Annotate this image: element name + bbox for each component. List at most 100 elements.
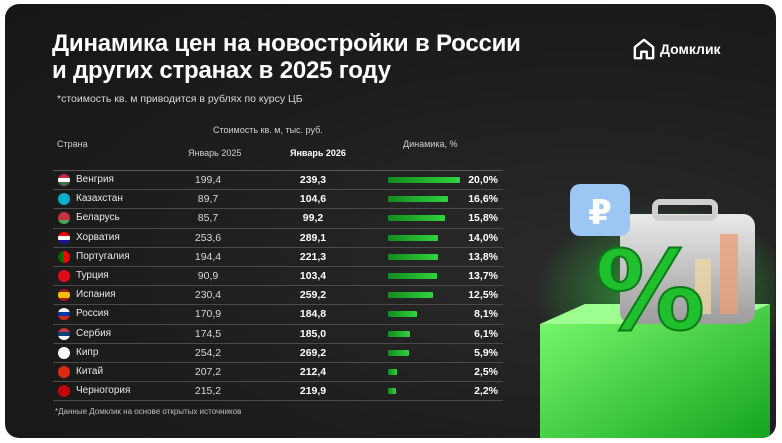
table-row: Китай 207,2 212,4 2,5%: [53, 363, 503, 383]
header-country: Страна: [57, 139, 88, 149]
country-name: Сербия: [76, 327, 112, 339]
table-row: Сербия 174,5 185,0 6,1%: [53, 325, 503, 344]
price-jan2026: 99,2: [302, 212, 324, 225]
country-flag-icon: [58, 250, 70, 263]
country-flag-icon: [58, 193, 70, 206]
country-name: Турция: [76, 269, 109, 281]
dynamics-bar: [388, 215, 445, 222]
chart-column: [720, 234, 738, 314]
table-row: Португалия 194,4 221,3 13,8%: [53, 248, 503, 267]
country-flag-icon: [58, 327, 70, 340]
price-jan2026: 239,3: [299, 174, 327, 186]
subtitle: *стоимость кв. м приводится в рублях по …: [57, 93, 303, 105]
country-name: Беларусь: [76, 212, 120, 224]
dynamics-bar: [388, 292, 433, 299]
table-row: Россия 170,9 184,8 8,1%: [53, 305, 503, 325]
dynamics-bar: [388, 388, 396, 395]
price-jan2025: 207,2: [194, 365, 222, 378]
dynamics-bar: [388, 349, 410, 356]
country-flag-icon: [58, 269, 70, 282]
price-jan2026: 269,2: [299, 346, 327, 359]
dynamics-bar: [388, 272, 438, 279]
footnote: *Данные Домклик на основе открытых источ…: [55, 407, 242, 416]
dynamics-value: 8,1%: [474, 308, 498, 321]
price-jan2025: 194,4: [194, 250, 222, 263]
table-row: Испания 230,4 259,2 12,5%: [53, 286, 503, 306]
header-price-group: Стоимость кв. м, тыс. руб.: [213, 125, 323, 135]
dynamics-value: 6,1%: [474, 327, 498, 340]
price-jan2025: 215,2: [194, 385, 222, 398]
dynamics-value: 5,9%: [474, 346, 498, 359]
dynamics-bar: [388, 311, 418, 318]
title-line-1: Динамика цен на новостройки в России: [52, 30, 521, 57]
dynamics-bar: [388, 196, 448, 203]
country-name: Испания: [76, 289, 116, 301]
price-jan2025: 174,5: [194, 327, 222, 340]
country-name: Португалия: [76, 250, 130, 262]
table-row: Кипр 254,2 269,2 5,9%: [53, 344, 503, 363]
logo-text: Домклик: [660, 41, 721, 57]
dynamics-bar: [388, 234, 439, 241]
country-flag-icon: [58, 174, 70, 186]
price-jan2026: 212,4: [299, 365, 327, 378]
price-jan2025: 230,4: [194, 289, 222, 302]
dynamics-bar: [388, 330, 410, 337]
country-name: Кипр: [76, 346, 99, 358]
dynamics-value: 2,5%: [474, 365, 498, 378]
ruble-badge: [570, 184, 630, 236]
table-row: Венгрия 199,4 239,3 20,0%: [53, 170, 503, 191]
price-jan2025: 253,6: [194, 231, 222, 244]
dynamics-value: 14,0%: [468, 231, 498, 244]
briefcase-handle: [652, 199, 718, 221]
dynamics-value: 16,6%: [468, 193, 498, 206]
page-title: Динамика цен на новостройки в России и д…: [52, 30, 592, 84]
ruble-sign-icon: ₽: [588, 193, 612, 233]
country-name: Венгрия: [76, 174, 114, 185]
table-row: Черногория 215,2 219,9 2,2%: [53, 382, 503, 402]
table-row: Хорватия 253,6 289,1 14,0%: [53, 229, 503, 248]
price-jan2025: 85,7: [197, 212, 219, 225]
country-name: Черногория: [76, 385, 131, 397]
price-jan2026: 185,0: [299, 327, 327, 340]
price-jan2025: 170,9: [194, 308, 222, 321]
price-jan2026: 103,4: [299, 269, 327, 282]
dynamics-value: 13,8%: [468, 250, 498, 263]
dynamics-bar: [388, 368, 397, 375]
dynamics-value: 13,7%: [468, 269, 498, 282]
title-line-2: и других странах в 2025 году: [52, 57, 391, 84]
chart-column-small: [695, 259, 711, 314]
price-jan2025: 199,4: [194, 174, 222, 186]
dynamics-bar: [388, 177, 460, 183]
price-jan2026: 219,9: [299, 385, 327, 398]
decorative-illustration: ₽ %: [535, 184, 775, 438]
header-jan2026: Январь 2026: [290, 148, 346, 158]
header-jan2025: Январь 2025: [188, 148, 242, 158]
country-flag-icon: [58, 212, 70, 225]
price-jan2026: 289,1: [299, 231, 327, 244]
country-flag-icon: [58, 231, 70, 244]
country-flag-icon: [58, 365, 70, 378]
table-row: Беларусь 85,7 99,2 15,8%: [53, 209, 503, 229]
dynamics-value: 12,5%: [468, 289, 498, 302]
green-cube: [540, 304, 770, 438]
house-logo-icon: [633, 38, 655, 60]
price-jan2025: 254,2: [194, 346, 222, 359]
country-name: Хорватия: [76, 231, 120, 243]
infographic-card: Динамика цен на новостройки в России и д…: [5, 4, 776, 438]
dynamics-value: 15,8%: [468, 212, 498, 225]
country-name: Казахстан: [76, 193, 123, 205]
dynamics-value: 20,0%: [468, 174, 498, 186]
country-flag-icon: [58, 385, 70, 398]
price-jan2026: 221,3: [299, 250, 327, 263]
price-jan2026: 184,8: [299, 308, 327, 321]
price-table: Венгрия 199,4 239,3 20,0% Казахстан 89,7 104,6…: [53, 170, 503, 402]
country-flag-icon: [58, 308, 70, 321]
table-row: Турция 90,9 103,4 13,7%: [53, 267, 503, 287]
dynamics-bar: [388, 253, 438, 260]
country-name: Китай: [76, 365, 104, 377]
domclick-logo: Домклик: [633, 38, 721, 60]
header-dynamics: Динамика, %: [403, 139, 458, 149]
price-jan2025: 90,9: [197, 269, 219, 282]
price-jan2026: 259,2: [299, 289, 327, 302]
percent-symbol: %: [595, 227, 705, 355]
